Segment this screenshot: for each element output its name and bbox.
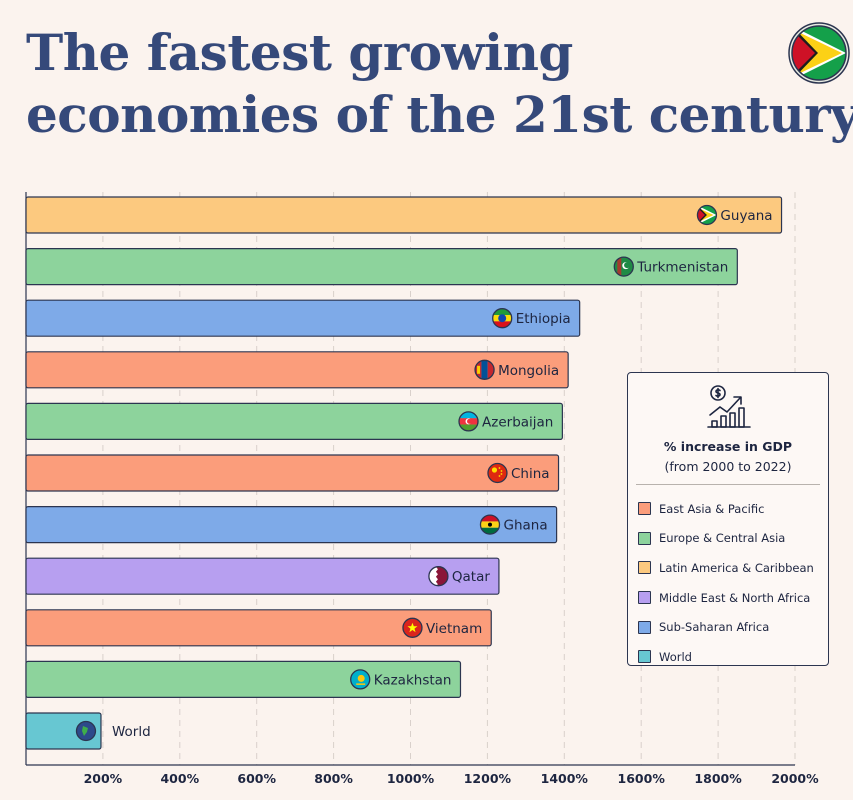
legend-swatch bbox=[638, 561, 651, 575]
legend-swatch bbox=[638, 502, 651, 516]
bar bbox=[25, 506, 558, 544]
turkmenistan-flag-icon bbox=[613, 256, 634, 277]
x-tick-label: 1200% bbox=[464, 771, 512, 786]
bar-label: Guyana bbox=[720, 208, 772, 224]
legend-subtitle: (from 2000 to 2022) bbox=[664, 459, 792, 474]
bar-group: Turkmenistan bbox=[25, 248, 738, 286]
legend-item: Sub-Saharan Africa bbox=[638, 612, 824, 642]
bar-group: World bbox=[25, 712, 151, 750]
legend-item: Latin America & Caribbean bbox=[638, 553, 824, 583]
bar bbox=[25, 609, 492, 647]
legend-label: East Asia & Pacific bbox=[659, 501, 765, 516]
qatar-flag-icon bbox=[428, 566, 449, 587]
legend-item: Europe & Central Asia bbox=[638, 524, 824, 554]
ghana-flag-icon bbox=[479, 514, 501, 535]
bar-label: Ghana bbox=[503, 518, 547, 534]
bar-group: Qatar bbox=[25, 557, 500, 595]
x-tick-label: 600% bbox=[237, 771, 276, 786]
bar-label: Vietnam bbox=[426, 621, 482, 637]
bar-label: World bbox=[112, 724, 151, 740]
bar bbox=[25, 196, 783, 234]
legend-item: Middle East & North Africa bbox=[638, 583, 824, 613]
legend: % increase in GDP (from 2000 to 2022) Ea… bbox=[627, 372, 829, 666]
bar bbox=[25, 402, 563, 440]
legend-divider bbox=[636, 484, 820, 485]
guyana-flag-icon bbox=[788, 22, 850, 84]
legend-label: Europe & Central Asia bbox=[659, 531, 786, 546]
legend-title: % increase in GDP bbox=[663, 439, 793, 454]
bar bbox=[25, 660, 462, 699]
title-line-2: economies of the 21st century bbox=[26, 85, 853, 144]
azerbaijan-flag-icon bbox=[458, 411, 479, 432]
bar-label: Mongolia bbox=[498, 363, 559, 379]
bar-label: Turkmenistan bbox=[636, 260, 728, 276]
legend-item: East Asia & Pacific bbox=[638, 494, 824, 524]
legend-label: Sub-Saharan Africa bbox=[659, 620, 770, 635]
legend-swatch bbox=[638, 591, 651, 605]
bar-group: Guyana bbox=[25, 196, 783, 234]
x-tick-label: 1600% bbox=[618, 771, 666, 786]
bar-label: Ethiopia bbox=[516, 311, 571, 327]
bar-label: Azerbaijan bbox=[482, 414, 553, 430]
bar-group: Vietnam bbox=[25, 609, 492, 647]
legend-label: Middle East & North Africa bbox=[659, 590, 811, 605]
gdp-growth-icon bbox=[707, 385, 751, 428]
bar-group: Kazakhstan bbox=[25, 660, 462, 699]
legend-item: World bbox=[638, 642, 824, 672]
bar bbox=[25, 454, 560, 492]
bar-group: Azerbaijan bbox=[25, 402, 563, 440]
china-flag-icon bbox=[487, 462, 508, 484]
ethiopia-flag-icon bbox=[492, 308, 513, 329]
x-tick-label: 1000% bbox=[387, 771, 435, 786]
globe-icon bbox=[75, 720, 97, 742]
bar-label: China bbox=[511, 466, 550, 482]
mongolia-flag-icon bbox=[474, 359, 495, 380]
vietnam-flag-icon bbox=[402, 617, 423, 638]
x-tick-label: 1400% bbox=[541, 771, 589, 786]
bar-label: Kazakhstan bbox=[374, 672, 452, 688]
legend-swatch bbox=[638, 650, 651, 664]
bar bbox=[25, 351, 569, 389]
legend-swatch bbox=[638, 620, 651, 634]
guyana-flag-icon bbox=[696, 204, 718, 226]
kazakhstan-flag-icon bbox=[350, 669, 371, 690]
bar bbox=[25, 248, 738, 286]
legend-swatch bbox=[638, 531, 651, 545]
bar-group: Ethiopia bbox=[25, 299, 581, 337]
legend-items: East Asia & Pacific Europe & Central Asia… bbox=[638, 494, 824, 672]
legend-label: Latin America & Caribbean bbox=[659, 560, 814, 575]
x-tick-label: 800% bbox=[314, 771, 353, 786]
bar-label: Qatar bbox=[452, 569, 490, 585]
x-tick-label: 2000% bbox=[771, 771, 819, 786]
legend-label: World bbox=[659, 649, 692, 664]
bar bbox=[25, 299, 581, 337]
title-line-1: The fastest growing bbox=[26, 23, 573, 82]
chart-title: The fastest growing economies of the 21s… bbox=[26, 22, 853, 146]
x-tick-label: 1800% bbox=[694, 771, 742, 786]
x-tick-label: 200% bbox=[84, 771, 123, 786]
x-tick-label: 400% bbox=[160, 771, 199, 786]
bar-group: Ghana bbox=[25, 506, 558, 544]
bar-group: Mongolia bbox=[25, 351, 569, 389]
bar-group: China bbox=[25, 454, 560, 492]
bar bbox=[25, 557, 500, 595]
